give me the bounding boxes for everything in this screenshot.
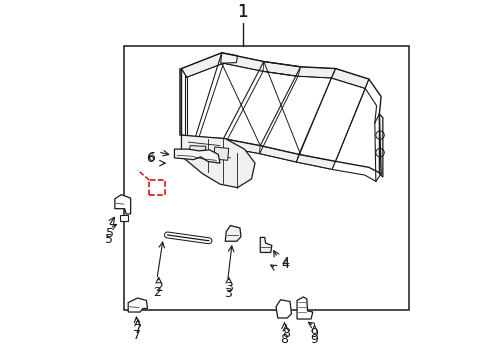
Text: 6: 6 [146, 152, 154, 166]
Polygon shape [263, 62, 300, 76]
Polygon shape [181, 53, 223, 77]
Text: 2: 2 [154, 281, 163, 294]
Polygon shape [225, 225, 241, 241]
Text: 3: 3 [224, 281, 232, 294]
Text: 7: 7 [133, 329, 141, 342]
Polygon shape [195, 137, 223, 147]
Text: 7: 7 [133, 323, 142, 336]
Polygon shape [115, 195, 130, 214]
Polygon shape [188, 145, 205, 156]
Polygon shape [181, 135, 196, 145]
Text: 8: 8 [281, 327, 289, 339]
Polygon shape [223, 139, 260, 154]
Polygon shape [260, 237, 271, 252]
Polygon shape [220, 53, 237, 63]
Text: 2: 2 [153, 287, 161, 300]
Bar [123, 46, 408, 310]
Polygon shape [128, 298, 147, 312]
Text: 9: 9 [309, 333, 317, 346]
Text: 3: 3 [224, 288, 231, 301]
Text: 5: 5 [105, 227, 113, 240]
Text: 1: 1 [237, 3, 247, 21]
Text: 1: 1 [237, 3, 247, 21]
Polygon shape [331, 68, 368, 89]
Polygon shape [259, 145, 298, 162]
Polygon shape [296, 297, 312, 319]
Polygon shape [181, 135, 254, 188]
Polygon shape [174, 149, 220, 163]
Polygon shape [296, 154, 335, 170]
Text: 9: 9 [310, 327, 318, 339]
Polygon shape [275, 300, 291, 318]
Polygon shape [120, 215, 128, 221]
Text: 6: 6 [147, 151, 155, 165]
Polygon shape [298, 67, 335, 78]
Text: 5: 5 [104, 233, 112, 246]
Polygon shape [221, 53, 263, 71]
Polygon shape [213, 147, 228, 160]
Text: 8: 8 [280, 333, 288, 346]
Text: 4: 4 [281, 256, 288, 270]
Polygon shape [379, 114, 382, 177]
Text: 4: 4 [281, 258, 288, 271]
